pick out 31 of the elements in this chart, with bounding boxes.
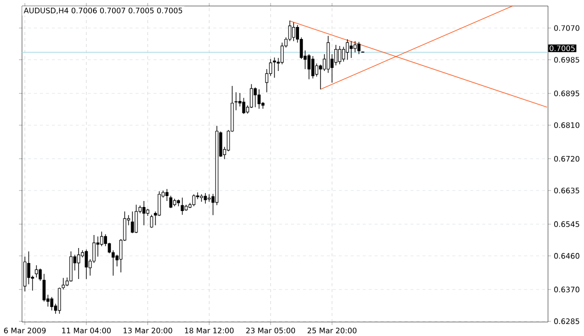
candlestick — [350, 40, 353, 58]
candlestick — [34, 264, 38, 278]
candlestick — [134, 204, 138, 234]
candlestick — [258, 88, 261, 110]
candlestick — [242, 98, 246, 114]
candlestick — [250, 84, 253, 108]
candlestick — [200, 194, 204, 202]
candlestick — [50, 296, 54, 311]
candlestick — [142, 200, 146, 226]
candlestick — [311, 56, 314, 79]
candlestick — [272, 57, 276, 78]
candlestick — [84, 249, 88, 280]
candlestick — [204, 192, 207, 204]
candlestick — [292, 22, 296, 42]
candlestick — [150, 214, 154, 228]
candlestick — [334, 44, 338, 66]
candlestick — [180, 197, 184, 216]
candlestick — [130, 211, 134, 234]
candlestick — [354, 40, 357, 53]
candlestick — [342, 46, 346, 62]
candlestick — [338, 46, 342, 65]
candlestick — [254, 87, 257, 108]
candlestick — [357, 42, 360, 55]
candlestick — [77, 248, 80, 280]
candlestick — [346, 38, 349, 60]
candlestick — [280, 42, 284, 65]
candlestick — [58, 287, 61, 314]
candlestick — [100, 231, 104, 247]
candlestick — [307, 54, 311, 80]
candlestick — [192, 194, 196, 207]
candlestick — [42, 273, 46, 302]
